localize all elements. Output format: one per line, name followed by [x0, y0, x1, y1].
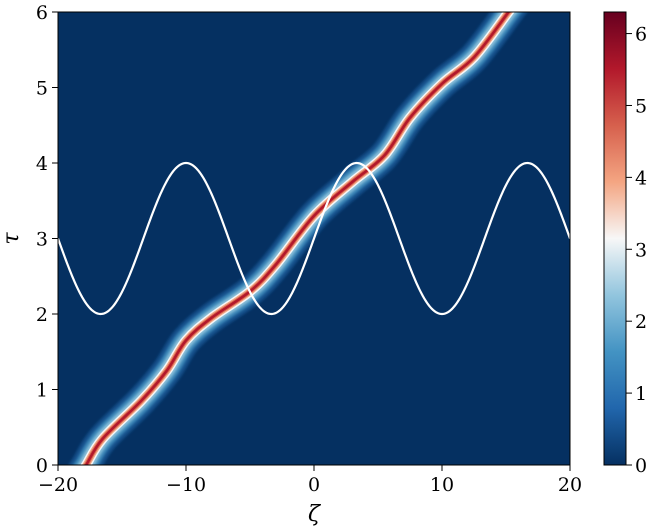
x-tick-label: 10	[430, 474, 454, 496]
x-tick-label: 20	[558, 474, 582, 496]
y-tick-label: 2	[36, 304, 48, 326]
y-tick-label: 4	[36, 153, 48, 175]
x-tick-label: −10	[166, 474, 206, 496]
colorbar-tick-label: 4	[635, 167, 647, 189]
colorbar-gradient	[603, 11, 627, 466]
overlay-sine-curve	[58, 161, 570, 316]
colorbar-tick-label: 5	[635, 95, 647, 117]
y-tick-label: 0	[36, 455, 48, 477]
x-axis-label: ζ	[308, 502, 322, 527]
ridge-layer-6	[84, 12, 511, 465]
y-tick-label: 3	[36, 229, 48, 251]
colorbar: 0 1 2 3 4 5 6	[603, 11, 647, 477]
y-tick-label: 5	[36, 78, 48, 100]
colorbar-ticks: 0 1 2 3 4 5 6	[626, 24, 647, 477]
heatmap-ridge	[68, 12, 528, 465]
x-tick-label: 0	[308, 474, 320, 496]
colorbar-tick-label: 0	[635, 455, 647, 477]
colorbar-tick-label: 1	[635, 383, 647, 405]
x-tick-label: −20	[38, 474, 78, 496]
y-axis: 0 1 2 3 4 5 6	[36, 2, 58, 477]
y-tick-label: 6	[36, 2, 48, 24]
colorbar-tick-label: 6	[635, 24, 647, 46]
y-axis-label: τ	[0, 232, 24, 245]
plot-area	[57, 11, 571, 466]
y-tick-label: 1	[36, 380, 48, 402]
x-axis: −20 −10 0 10 20	[38, 465, 582, 496]
colorbar-tick-label: 3	[635, 239, 647, 261]
colorbar-tick-label: 2	[635, 311, 647, 333]
